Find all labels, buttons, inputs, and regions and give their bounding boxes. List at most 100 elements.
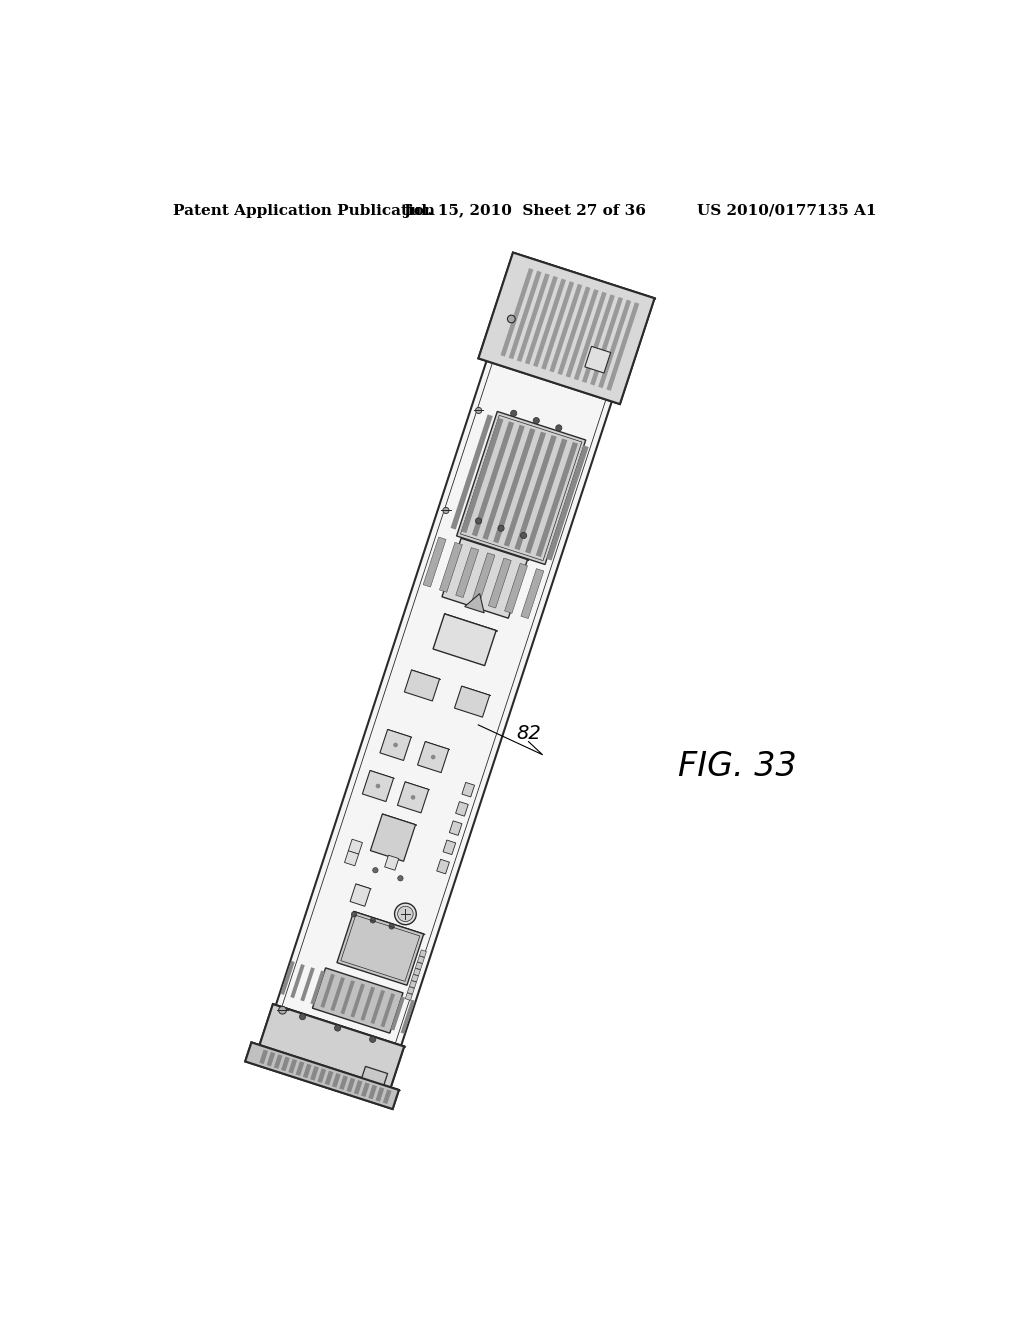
Polygon shape	[406, 781, 429, 789]
Polygon shape	[339, 1076, 348, 1090]
Polygon shape	[443, 840, 456, 854]
Polygon shape	[245, 1043, 399, 1109]
Polygon shape	[513, 252, 656, 300]
Polygon shape	[385, 855, 398, 870]
Text: US 2010/0177135 A1: US 2010/0177135 A1	[697, 203, 877, 218]
Polygon shape	[371, 814, 416, 861]
Polygon shape	[423, 537, 446, 587]
Polygon shape	[582, 294, 614, 383]
Polygon shape	[425, 742, 450, 750]
Circle shape	[394, 903, 417, 925]
Polygon shape	[360, 986, 375, 1020]
Circle shape	[299, 1014, 305, 1020]
Polygon shape	[534, 279, 566, 367]
Polygon shape	[472, 553, 495, 603]
Polygon shape	[325, 1071, 334, 1085]
Circle shape	[411, 795, 416, 800]
Polygon shape	[344, 851, 358, 866]
Polygon shape	[310, 1067, 318, 1081]
Polygon shape	[557, 286, 591, 375]
Polygon shape	[514, 436, 557, 550]
Polygon shape	[259, 1049, 268, 1064]
Polygon shape	[380, 730, 412, 760]
Circle shape	[370, 1036, 376, 1043]
Polygon shape	[348, 840, 362, 854]
Polygon shape	[416, 962, 423, 970]
Polygon shape	[418, 956, 425, 964]
Polygon shape	[585, 346, 610, 374]
Polygon shape	[450, 821, 462, 836]
Polygon shape	[412, 974, 419, 982]
Polygon shape	[461, 418, 504, 533]
Polygon shape	[482, 425, 524, 540]
Polygon shape	[353, 911, 425, 935]
Polygon shape	[397, 781, 429, 813]
Polygon shape	[273, 1005, 406, 1047]
Polygon shape	[542, 281, 574, 370]
Circle shape	[520, 532, 526, 539]
Polygon shape	[444, 614, 498, 631]
Polygon shape	[252, 1043, 400, 1090]
Polygon shape	[376, 1088, 384, 1102]
Polygon shape	[478, 252, 654, 404]
Polygon shape	[472, 421, 514, 536]
Polygon shape	[362, 771, 393, 801]
Polygon shape	[360, 1067, 388, 1089]
Polygon shape	[371, 990, 385, 1024]
Polygon shape	[350, 884, 371, 907]
Polygon shape	[433, 614, 497, 665]
Polygon shape	[465, 594, 484, 612]
Polygon shape	[598, 300, 631, 388]
Polygon shape	[536, 442, 578, 557]
Polygon shape	[525, 276, 558, 364]
Circle shape	[370, 917, 376, 923]
Polygon shape	[436, 859, 450, 874]
Polygon shape	[509, 271, 542, 359]
Polygon shape	[321, 974, 335, 1008]
Polygon shape	[258, 1005, 404, 1090]
Text: Jul. 15, 2010  Sheet 27 of 36: Jul. 15, 2010 Sheet 27 of 36	[403, 203, 646, 218]
Polygon shape	[406, 993, 413, 1001]
Circle shape	[508, 315, 515, 323]
Polygon shape	[451, 414, 493, 529]
Polygon shape	[442, 539, 527, 618]
Polygon shape	[461, 539, 528, 561]
Polygon shape	[346, 1077, 355, 1093]
Polygon shape	[420, 950, 426, 957]
Circle shape	[511, 411, 517, 416]
Polygon shape	[370, 771, 394, 779]
Polygon shape	[361, 1082, 370, 1097]
Polygon shape	[266, 1052, 275, 1067]
Polygon shape	[281, 961, 295, 995]
Polygon shape	[400, 999, 415, 1034]
Polygon shape	[340, 981, 355, 1014]
Polygon shape	[300, 968, 314, 1002]
Polygon shape	[439, 543, 463, 593]
Polygon shape	[310, 970, 325, 1005]
Polygon shape	[418, 742, 449, 772]
Polygon shape	[521, 569, 544, 619]
Polygon shape	[590, 297, 623, 385]
Polygon shape	[337, 911, 424, 985]
Polygon shape	[257, 293, 634, 1102]
Circle shape	[389, 924, 394, 929]
Circle shape	[534, 417, 540, 424]
Polygon shape	[245, 1043, 399, 1109]
Polygon shape	[455, 686, 489, 717]
Polygon shape	[504, 432, 546, 546]
Circle shape	[498, 525, 504, 532]
Polygon shape	[412, 671, 440, 680]
Circle shape	[397, 875, 403, 880]
Polygon shape	[273, 1055, 283, 1069]
Polygon shape	[390, 997, 406, 1031]
Circle shape	[335, 1024, 341, 1031]
Polygon shape	[457, 412, 586, 565]
Polygon shape	[410, 981, 417, 989]
Polygon shape	[381, 993, 395, 1027]
Circle shape	[475, 517, 481, 524]
Polygon shape	[353, 1080, 362, 1094]
Polygon shape	[565, 289, 599, 378]
Circle shape	[475, 408, 481, 413]
Polygon shape	[303, 1064, 311, 1078]
Polygon shape	[456, 801, 468, 816]
